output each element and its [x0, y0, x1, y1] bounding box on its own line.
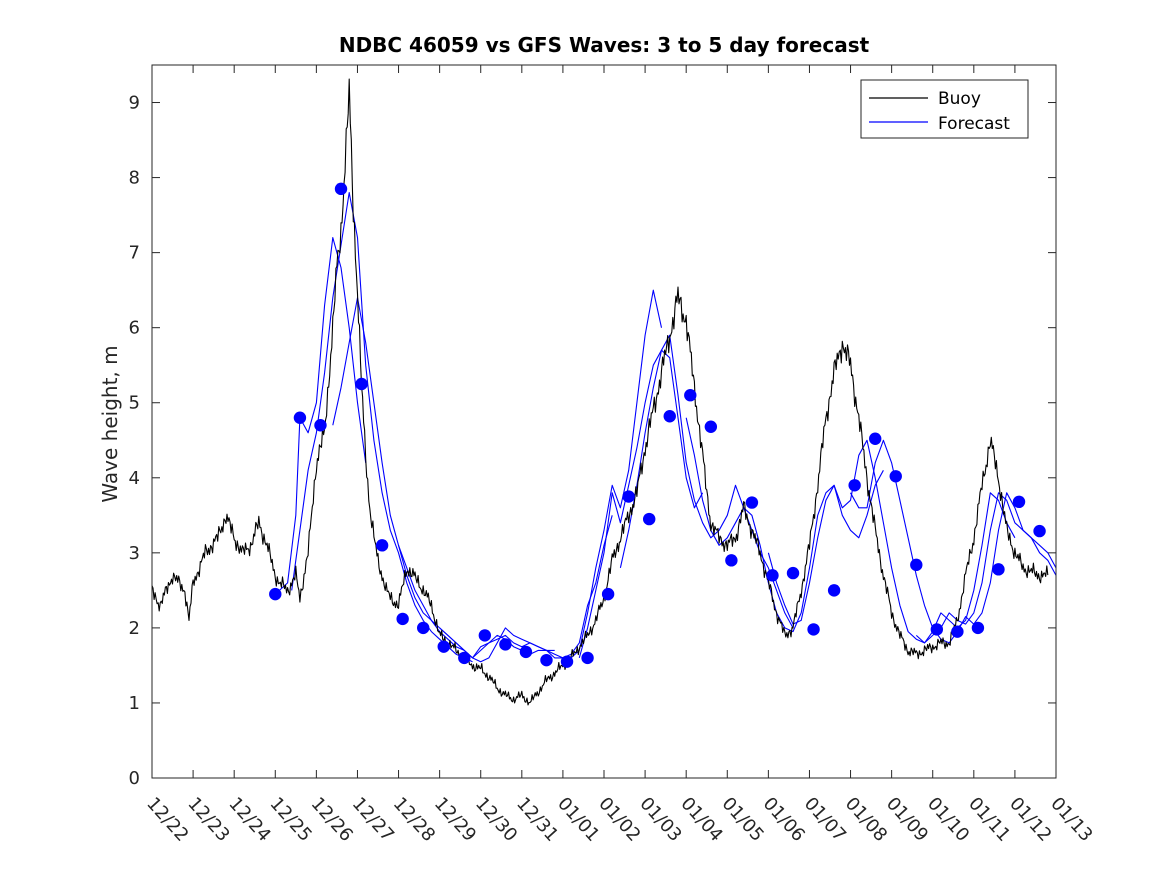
forecast-run-line-0 — [279, 237, 367, 591]
y-tick-label: 0 — [129, 768, 140, 789]
forecast-marker — [766, 569, 779, 582]
forecast-marker — [560, 655, 574, 668]
forecast-marker — [869, 432, 882, 445]
forecast-marker — [930, 623, 944, 636]
forecast-marker — [375, 539, 389, 552]
forecast-marker — [540, 653, 553, 667]
y-tick-label: 8 — [129, 168, 140, 189]
forecast-marker — [992, 563, 1005, 576]
forecast-marker — [1033, 524, 1046, 538]
forecast-marker — [293, 411, 307, 424]
forecast-marker — [269, 587, 282, 601]
forecast-marker — [807, 623, 820, 636]
forecast-marker — [478, 629, 492, 642]
forecast-marker — [334, 182, 348, 196]
forecast-marker — [848, 479, 861, 492]
forecast-marker — [458, 651, 471, 665]
legend-buoy-label: Buoy — [938, 89, 981, 109]
forecast-run-line-8 — [767, 439, 1016, 644]
forecast-marker — [622, 490, 635, 503]
forecast-marker — [910, 558, 923, 572]
forecast-marker — [417, 621, 430, 635]
forecast-marker — [643, 512, 656, 526]
forecast-run-line-2 — [332, 297, 555, 659]
forecast-marker — [1012, 495, 1026, 509]
legend: Buoy Forecast — [860, 79, 1029, 139]
forecast-marker — [314, 419, 327, 432]
y-tick-label: 3 — [129, 543, 140, 564]
forecast-run-line-4 — [439, 289, 663, 663]
forecast-marker — [581, 651, 594, 665]
forecast-marker — [725, 554, 738, 567]
y-tick-label: 9 — [129, 93, 140, 114]
y-tick-label: 6 — [129, 318, 140, 339]
y-tick-label: 4 — [129, 468, 140, 489]
forecast-marker — [684, 389, 697, 402]
y-tick-label: 2 — [129, 618, 140, 639]
legend-box — [860, 79, 1029, 139]
forecast-marker — [437, 640, 450, 653]
forecast-marker — [499, 638, 512, 651]
forecast-run-line-5 — [578, 349, 704, 659]
forecast-marker — [355, 377, 368, 391]
chart-title: NDBC 46059 vs GFS Waves: 3 to 5 day fore… — [339, 33, 870, 57]
forecast-runs — [279, 192, 1057, 663]
forecast-marker — [663, 410, 676, 423]
forecast-marker — [745, 496, 759, 509]
forecast-marker — [827, 584, 841, 597]
plot-series — [151, 78, 1057, 706]
forecast-marker — [951, 625, 964, 638]
forecast-marker — [519, 645, 533, 659]
forecast-run-line-9 — [850, 439, 1057, 644]
y-tick-label: 7 — [129, 243, 140, 264]
y-tick-label: 1 — [129, 693, 140, 714]
forecast-marker — [971, 621, 985, 635]
forecast-marker — [601, 587, 615, 601]
y-axis-label: Wave height, m — [98, 345, 122, 502]
forecast-run-line-6 — [619, 334, 794, 629]
legend-forecast-label: Forecast — [938, 114, 1010, 134]
forecast-marker — [704, 420, 718, 433]
forecast-marker — [396, 612, 409, 626]
forecast-marker — [786, 566, 800, 580]
forecast-markers — [269, 182, 1046, 668]
forecast-run-line-7 — [685, 417, 884, 633]
buoy-line — [151, 78, 1049, 706]
y-tick-label: 5 — [129, 393, 140, 414]
forecast-marker — [889, 470, 902, 483]
